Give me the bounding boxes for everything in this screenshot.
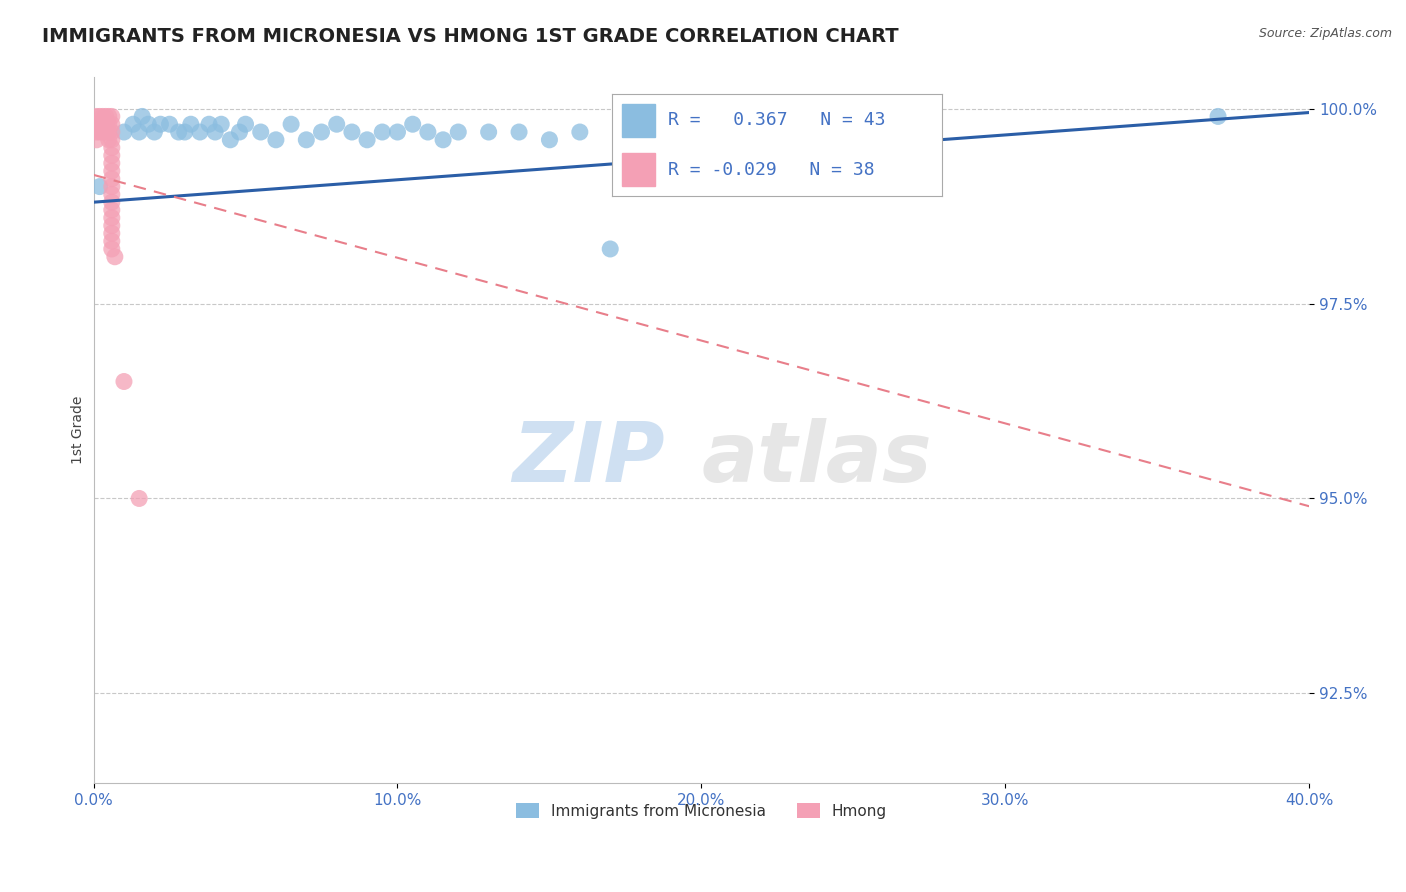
Point — [101, 242, 124, 256]
Point — [128, 491, 150, 506]
Point — [599, 242, 621, 256]
Point — [104, 250, 127, 264]
Point — [91, 117, 114, 131]
Point — [447, 125, 470, 139]
Point — [209, 117, 232, 131]
Point — [228, 125, 250, 139]
Point — [122, 117, 145, 131]
Point — [86, 117, 108, 131]
Point — [101, 211, 124, 225]
Point — [143, 125, 166, 139]
Point — [568, 125, 591, 139]
Point — [188, 125, 211, 139]
Point — [101, 195, 124, 210]
Point — [180, 117, 202, 131]
Point — [101, 234, 124, 248]
Point — [167, 125, 190, 139]
Point — [112, 375, 135, 389]
Point — [264, 133, 287, 147]
Point — [538, 133, 561, 147]
Point — [751, 125, 773, 139]
Point — [1206, 110, 1229, 124]
Point — [159, 117, 181, 131]
Point — [94, 117, 117, 131]
Point — [356, 133, 378, 147]
Point — [630, 125, 652, 139]
Point — [89, 110, 111, 124]
Point — [97, 125, 120, 139]
Point — [131, 110, 153, 124]
Point — [86, 110, 108, 124]
Point — [402, 117, 425, 131]
Point — [340, 125, 363, 139]
Point — [101, 227, 124, 241]
Point — [311, 125, 333, 139]
Text: ZIP: ZIP — [512, 418, 665, 499]
Point — [128, 125, 150, 139]
Point — [235, 117, 257, 131]
Point — [89, 125, 111, 139]
Legend: Immigrants from Micronesia, Hmong: Immigrants from Micronesia, Hmong — [510, 797, 893, 825]
Point — [91, 110, 114, 124]
Point — [478, 125, 501, 139]
Y-axis label: 1st Grade: 1st Grade — [72, 396, 86, 465]
Point — [112, 125, 135, 139]
Point — [97, 133, 120, 147]
Point — [101, 117, 124, 131]
Point — [86, 133, 108, 147]
Point — [136, 117, 159, 131]
Point — [416, 125, 439, 139]
Point — [387, 125, 409, 139]
Point — [89, 117, 111, 131]
Text: R =   0.367   N = 43: R = 0.367 N = 43 — [668, 112, 886, 129]
Point — [101, 110, 124, 124]
Point — [690, 125, 713, 139]
Point — [198, 117, 221, 131]
Point — [371, 125, 394, 139]
Bar — [621, 153, 655, 186]
Text: R = -0.029   N = 38: R = -0.029 N = 38 — [668, 161, 875, 178]
Point — [101, 125, 124, 139]
Point — [101, 140, 124, 154]
Point — [86, 125, 108, 139]
Point — [94, 110, 117, 124]
Point — [101, 164, 124, 178]
Point — [101, 187, 124, 202]
Bar — [621, 104, 655, 136]
Point — [280, 117, 302, 131]
Point — [101, 171, 124, 186]
Text: atlas: atlas — [702, 418, 932, 499]
Point — [101, 156, 124, 170]
Text: Source: ZipAtlas.com: Source: ZipAtlas.com — [1258, 27, 1392, 40]
Point — [101, 202, 124, 217]
Point — [295, 133, 318, 147]
Point — [101, 148, 124, 162]
Point — [97, 117, 120, 131]
Point — [97, 110, 120, 124]
Point — [432, 133, 454, 147]
Point — [508, 125, 530, 139]
Point — [89, 179, 111, 194]
Point — [720, 179, 742, 194]
Point — [91, 125, 114, 139]
Point — [149, 117, 172, 131]
Point — [219, 133, 242, 147]
Point — [101, 133, 124, 147]
Text: IMMIGRANTS FROM MICRONESIA VS HMONG 1ST GRADE CORRELATION CHART: IMMIGRANTS FROM MICRONESIA VS HMONG 1ST … — [42, 27, 898, 45]
Point — [325, 117, 347, 131]
Point — [204, 125, 226, 139]
Point — [173, 125, 195, 139]
Point — [101, 219, 124, 233]
Point — [101, 179, 124, 194]
Point — [94, 125, 117, 139]
Point — [249, 125, 271, 139]
